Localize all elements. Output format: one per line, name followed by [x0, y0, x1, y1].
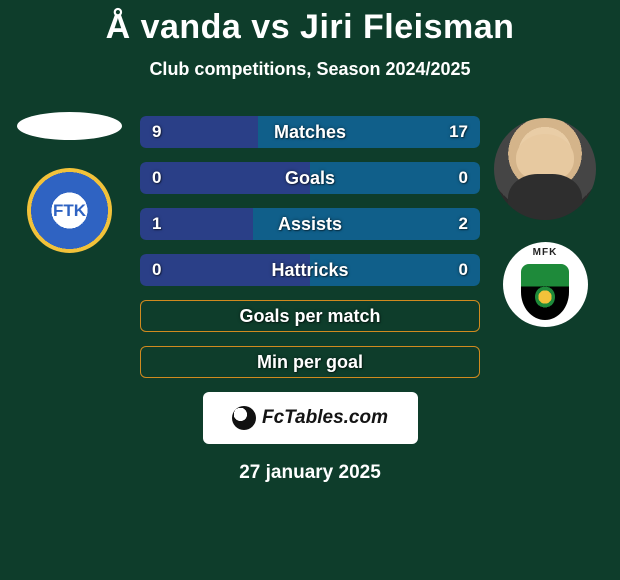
stat-value-right: 0	[459, 260, 468, 280]
stat-row-assists: 1 2 Assists	[140, 208, 480, 240]
brand-card: FcTables.com	[203, 392, 418, 444]
left-club-abbr: FTK	[53, 201, 86, 221]
left-player-column: FTK	[12, 112, 127, 253]
right-player-column: MFK	[490, 118, 600, 327]
left-club-crest: FTK	[27, 168, 112, 253]
comparison-card: Å vanda vs Jiri Fleisman Club competitio…	[0, 0, 620, 580]
stat-label: Assists	[278, 214, 342, 235]
stat-bar-right	[310, 162, 480, 194]
stat-label: Matches	[274, 122, 346, 143]
right-player-avatar	[494, 118, 596, 220]
stat-value-left: 9	[152, 122, 161, 142]
subtitle: Club competitions, Season 2024/2025	[0, 59, 620, 80]
stat-label: Goals	[285, 168, 335, 189]
stat-value-right: 17	[449, 122, 468, 142]
date-label: 27 january 2025	[0, 462, 620, 484]
stat-label: Goals per match	[239, 306, 380, 327]
page-title: Å vanda vs Jiri Fleisman	[0, 8, 620, 47]
brand-text: FcTables.com	[262, 407, 388, 429]
stat-row-matches: 9 17 Matches	[140, 116, 480, 148]
stat-value-left: 0	[152, 168, 161, 188]
left-player-avatar-placeholder	[17, 112, 122, 140]
soccer-ball-icon	[232, 406, 256, 430]
stat-row-hattricks: 0 0 Hattricks	[140, 254, 480, 286]
stat-value-right: 0	[459, 168, 468, 188]
stat-row-min-per-goal: Min per goal	[140, 346, 480, 378]
stat-row-goals-per-match: Goals per match	[140, 300, 480, 332]
stat-value-right: 2	[459, 214, 468, 234]
stat-value-left: 1	[152, 214, 161, 234]
right-club-shield-icon	[521, 264, 569, 320]
stat-row-goals: 0 0 Goals	[140, 162, 480, 194]
stat-value-left: 0	[152, 260, 161, 280]
stat-label: Min per goal	[257, 352, 363, 373]
right-club-abbr: MFK	[533, 247, 558, 258]
stat-label: Hattricks	[271, 260, 348, 281]
right-club-crest: MFK	[503, 242, 588, 327]
